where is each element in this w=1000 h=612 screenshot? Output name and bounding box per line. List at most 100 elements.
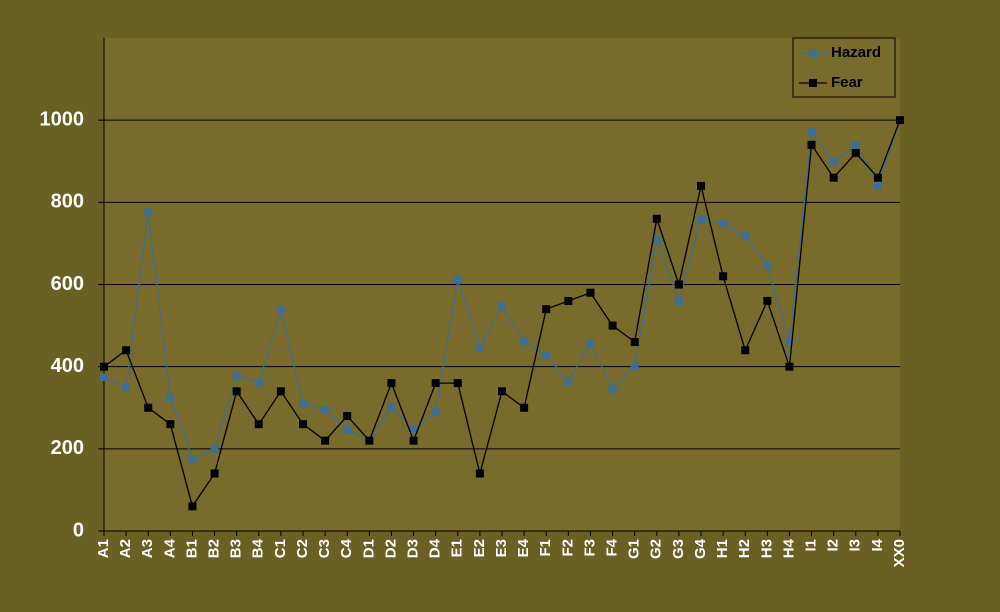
point <box>122 383 131 392</box>
point <box>741 232 750 241</box>
point <box>276 387 285 396</box>
y-tick-label: 800 <box>51 191 84 213</box>
x-tick-label: A4 <box>161 538 178 558</box>
point <box>807 140 816 149</box>
x-tick-label: G1 <box>626 539 643 559</box>
point <box>785 362 794 371</box>
point <box>232 387 241 396</box>
x-tick-label: H2 <box>736 539 753 558</box>
x-tick-label: C4 <box>338 538 355 558</box>
x-tick-label: C3 <box>316 539 333 558</box>
point <box>829 158 838 167</box>
y-tick-label: 0 <box>73 519 84 541</box>
point <box>785 338 794 347</box>
point <box>586 288 595 297</box>
point <box>719 219 728 228</box>
point <box>564 377 573 386</box>
x-tick-label: A3 <box>139 539 156 558</box>
point <box>741 346 750 355</box>
point <box>829 173 838 182</box>
point <box>210 444 219 453</box>
point <box>254 420 263 429</box>
x-tick-label: F1 <box>537 539 554 557</box>
x-tick-label: G2 <box>648 539 665 559</box>
y-tick-label: 1000 <box>40 108 85 130</box>
point <box>652 214 661 223</box>
point <box>520 403 529 412</box>
point <box>498 302 506 311</box>
point <box>166 393 175 402</box>
x-tick-label: B2 <box>206 539 223 558</box>
x-tick-label: B4 <box>250 538 267 558</box>
point <box>608 321 617 330</box>
point <box>453 275 462 284</box>
point <box>166 420 175 429</box>
point <box>475 344 484 353</box>
point <box>630 362 639 371</box>
x-tick-label: A2 <box>117 539 134 558</box>
point <box>851 149 860 158</box>
point <box>299 420 307 429</box>
y-tick-label: 200 <box>51 437 84 459</box>
x-tick-label: C1 <box>272 539 289 558</box>
x-tick-label: G3 <box>670 539 687 559</box>
point <box>321 436 330 445</box>
x-tick-label: I1 <box>803 539 820 552</box>
y-tick-label: 400 <box>51 355 84 377</box>
point <box>630 338 639 347</box>
point <box>387 379 396 388</box>
point <box>254 379 263 388</box>
point <box>299 399 307 408</box>
point <box>763 262 772 271</box>
x-tick-label: D2 <box>382 539 399 558</box>
x-tick-label: D4 <box>427 538 444 558</box>
point <box>586 339 595 348</box>
point <box>763 296 772 305</box>
point <box>697 215 705 224</box>
x-tick-label: I3 <box>847 539 864 552</box>
x-tick-label: F2 <box>559 539 576 557</box>
legend: Hazard Fear <box>792 37 896 98</box>
point <box>122 346 131 355</box>
point <box>453 379 462 388</box>
point <box>542 351 551 360</box>
y-tick-label: 600 <box>51 273 84 295</box>
point <box>807 128 816 137</box>
x-tick-label: B1 <box>183 539 200 558</box>
point <box>564 296 573 305</box>
x-tick-label: H3 <box>758 539 775 558</box>
point <box>498 387 506 396</box>
point <box>343 425 352 434</box>
point <box>343 411 352 420</box>
legend-box <box>792 37 896 98</box>
point <box>100 372 108 381</box>
point <box>100 362 108 371</box>
x-tick-label: I4 <box>869 538 886 551</box>
point <box>873 173 882 182</box>
x-tick-label: E2 <box>471 539 488 557</box>
x-tick-label: H1 <box>714 539 731 558</box>
point <box>719 272 728 281</box>
point <box>851 141 860 150</box>
x-tick-label: D3 <box>405 539 422 558</box>
x-tick-label: E4 <box>515 538 532 557</box>
point <box>431 407 440 416</box>
point <box>387 402 396 411</box>
point <box>365 436 374 445</box>
point <box>321 406 330 415</box>
point <box>674 280 683 289</box>
legend-marker <box>809 79 817 87</box>
legend-label: Hazard <box>831 44 881 61</box>
point <box>520 337 529 346</box>
point <box>542 305 551 314</box>
legend-label: Fear <box>831 74 863 91</box>
point <box>144 403 153 412</box>
point <box>896 116 904 125</box>
x-tick-label: A1 <box>95 539 112 558</box>
point <box>431 379 440 388</box>
legend-marker <box>809 49 817 57</box>
point <box>210 469 219 478</box>
x-tick-label: XX0 <box>891 539 908 567</box>
point <box>276 305 285 314</box>
